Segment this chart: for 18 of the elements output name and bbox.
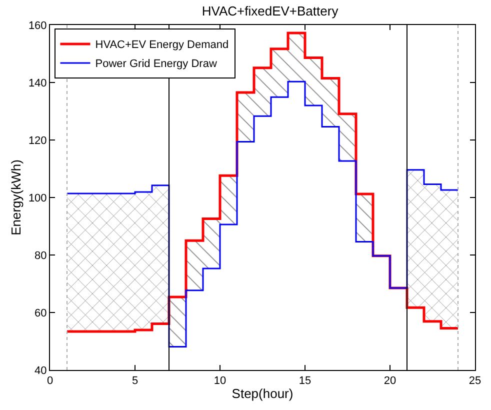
y-tick-label: 60 — [34, 307, 47, 320]
y-tick-label: 160 — [28, 20, 47, 32]
y-tick-label: 100 — [28, 192, 47, 204]
chart-title: HVAC+fixedEV+Battery — [202, 3, 339, 18]
legend-label: Power Grid Energy Draw — [95, 58, 217, 70]
x-tick-label: 15 — [298, 375, 312, 388]
x-axis-title: Step(hour) — [232, 386, 294, 401]
legend-label: HVAC+EV Energy Demand — [95, 39, 229, 52]
x-tick-label: 25 — [468, 375, 482, 388]
y-tick-label: 40 — [34, 364, 47, 377]
x-tick-label: 0 — [46, 375, 54, 388]
x-tick-label: 10 — [214, 375, 226, 388]
y-tick-label: 120 — [28, 134, 47, 147]
y-tick-label: 140 — [28, 77, 47, 90]
x-tick-label: 20 — [384, 375, 396, 388]
y-axis-title: Energy(kWh) — [8, 160, 24, 236]
x-tick-label: 5 — [132, 375, 138, 388]
y-tick-label: 80 — [34, 250, 47, 262]
